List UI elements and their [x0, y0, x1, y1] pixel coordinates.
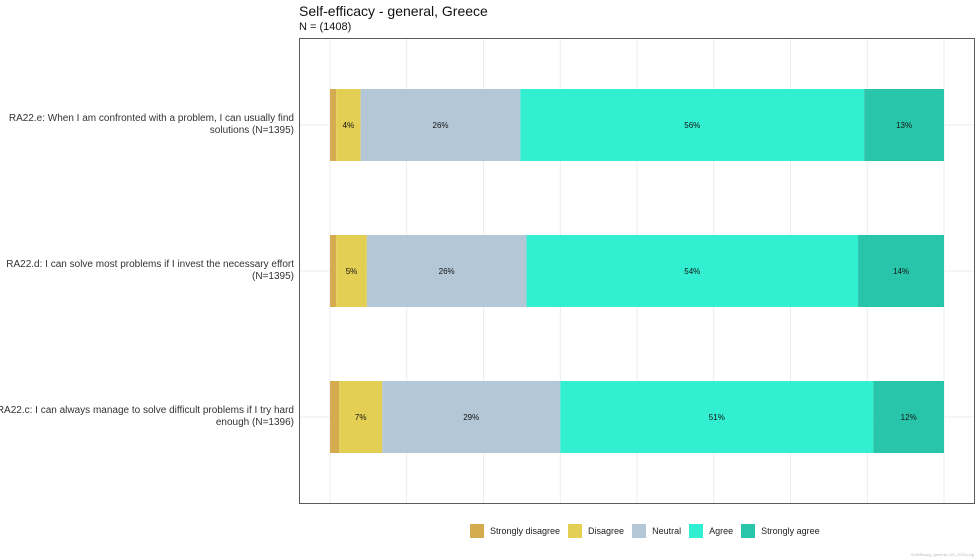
data-label: 5% [346, 267, 358, 276]
bar-segment [520, 89, 865, 161]
legend-swatch [568, 524, 583, 538]
legend-label: Strongly disagree [490, 526, 561, 536]
data-label: 26% [439, 267, 455, 276]
y-axis-label-line: RA22.d: I can solve most problems if I i… [6, 259, 294, 270]
legend-item: Strongly disagree [470, 524, 560, 538]
panel-border [299, 38, 975, 504]
bar-segment [560, 381, 874, 453]
data-label: 56% [684, 121, 700, 130]
bars [330, 89, 944, 453]
legend-label: Disagree [588, 526, 625, 536]
data-label: 54% [684, 267, 700, 276]
bar-segment [336, 89, 361, 161]
bar-segment [864, 89, 944, 161]
data-label: 51% [709, 413, 725, 422]
legend-label: Neutral [652, 526, 682, 536]
bar-segment [382, 381, 561, 453]
chart-subtitle: N = (1408) [299, 21, 352, 33]
caption: Selfefficacy_general_GR_2023.png [910, 552, 974, 557]
bar-segment [330, 381, 340, 453]
legend-swatch [632, 524, 647, 538]
legend-swatch [470, 524, 484, 538]
y-axis-label-line: solutions (N=1395) [209, 125, 294, 136]
data-label: 7% [355, 413, 367, 422]
bar-segment [330, 89, 337, 161]
y-axis-label: RA22.d: I can solve most problems if I i… [0, 259, 294, 283]
bar-segment [360, 89, 521, 161]
y-axis-label: RA22.c: I can always manage to solve dif… [0, 405, 294, 429]
legend-label: Agree [709, 526, 734, 536]
data-label: 29% [463, 413, 479, 422]
legend-label: Strongly agree [761, 526, 820, 536]
y-axis-label-line: (N=1395) [252, 271, 294, 282]
legend-item: Strongly agree [741, 524, 820, 538]
y-axis-label-line: RA22.c: I can always manage to solve dif… [0, 405, 294, 416]
legend-item: Disagree [568, 524, 624, 538]
chart-title: Self-efficacy - general, Greece [299, 3, 488, 19]
data-label: 14% [893, 267, 909, 276]
bar-segment [336, 235, 367, 307]
y-axis-label: RA22.e: When I am confronted with a prob… [0, 113, 294, 137]
bar-segment [873, 381, 944, 453]
data-labels: 4% 26% 56% 13% 5% 26% 54% 14% 7% 29% 51% 12% [343, 121, 917, 422]
data-label: 4% [343, 121, 355, 130]
legend-item: Neutral [632, 524, 681, 538]
data-label: 26% [433, 121, 449, 130]
legend-swatch [689, 524, 704, 538]
bar-segment [526, 235, 859, 307]
legend-swatch [741, 524, 756, 538]
bar-segment [339, 381, 383, 453]
data-label: 12% [901, 413, 917, 422]
y-axis-label-line: RA22.e: When I am confronted with a prob… [8, 113, 294, 124]
legend: Strongly disagree Disagree Neutral Agree Str… [470, 523, 828, 539]
bar-segment [366, 235, 527, 307]
bar-segment [858, 235, 944, 307]
y-axis-label-line: enough (N=1396) [215, 417, 294, 428]
data-label: 13% [896, 121, 912, 130]
bar-segment [330, 235, 337, 307]
legend-item: Agree [689, 524, 733, 538]
